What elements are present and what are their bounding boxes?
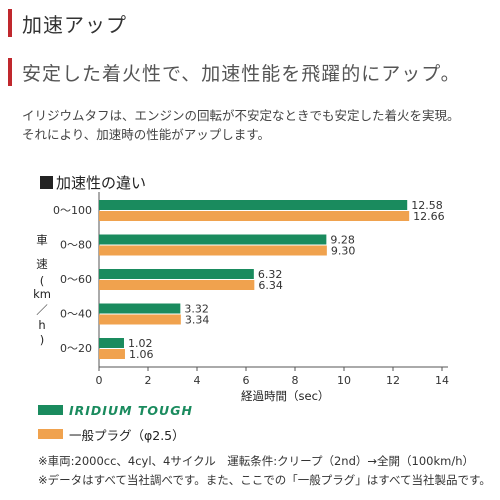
chart-title-text: 加速性の違い [56, 174, 147, 192]
bar-standard [99, 349, 125, 359]
legend-item-iridium: IRIDIUM TOUGH [38, 400, 193, 420]
category-label: 0〜80 [60, 239, 92, 252]
bar-iridium [99, 303, 181, 314]
data-label-iridium: 6.32 [258, 268, 283, 281]
description-line-2: それにより、加速時の性能がアップします。 [22, 127, 271, 142]
x-tick-label: 8 [292, 374, 299, 387]
y-axis-label-part: 車 [36, 233, 48, 247]
legend-label-iridium: IRIDIUM TOUGH [69, 402, 193, 418]
x-tick-label: 10 [337, 374, 351, 387]
category-label: 0〜100 [53, 204, 92, 217]
bar-standard [99, 245, 327, 256]
bar-standard [99, 211, 410, 221]
page-title: 加速アップ [22, 12, 127, 37]
data-label-iridium: 1.02 [128, 337, 152, 350]
category-label: 0〜60 [60, 273, 92, 286]
y-axis-label-part: ( [40, 274, 45, 288]
x-tick-label: 14 [435, 374, 449, 387]
data-label-standard: 12.66 [413, 210, 445, 223]
page-subtitle: 安定した着火性で、加速性能を飛躍的にアップ。 [22, 62, 461, 85]
footnotes: ※車両:2000cc、4cyl、4サイクル 運転条件:クリープ（2nd）→全開（… [38, 452, 491, 490]
category-label: 0〜40 [60, 308, 92, 321]
data-label-standard: 9.30 [331, 245, 356, 258]
data-label-iridium: 9.28 [330, 234, 355, 247]
x-axis-label: 経過時間（sec） [241, 389, 329, 403]
subheading-accent-bar [8, 58, 12, 86]
heading-accent-bar [8, 9, 12, 37]
x-tick-label: 4 [194, 374, 201, 387]
bar-iridium [99, 338, 124, 348]
y-axis-label-part: h [38, 318, 45, 332]
bar-iridium [99, 269, 254, 279]
chart-title-square [40, 176, 53, 189]
x-tick-label: 6 [243, 374, 250, 387]
legend-swatch-standard [38, 429, 63, 439]
y-axis-label-part: 速 [36, 257, 48, 271]
legend-label-standard: 一般プラグ（φ2.5） [69, 427, 185, 443]
data-label-standard: 1.06 [129, 348, 154, 361]
footnote-1: ※車両:2000cc、4cyl、4サイクル 運転条件:クリープ（2nd）→全開（… [38, 454, 475, 468]
chart-title: 加速性の違い [40, 172, 146, 193]
legend-item-standard: 一般プラグ（φ2.5） [38, 424, 193, 444]
data-label-standard: 3.34 [185, 314, 210, 327]
y-axis-label-part: km [33, 287, 51, 301]
description-line-1: イリジウムタフは、エンジンの回転が不安定なときでも安定した着火を実現。 [22, 108, 460, 123]
x-tick-label: 0 [96, 374, 103, 387]
category-label: 0〜20 [60, 342, 92, 355]
legend-swatch-iridium [38, 405, 63, 415]
y-axis-label-part: ／ [36, 303, 48, 317]
data-label-iridium: 12.58 [411, 199, 443, 212]
x-tick-label: 12 [386, 374, 400, 387]
data-label-iridium: 3.32 [184, 303, 209, 316]
y-axis-label-part: ) [40, 333, 45, 347]
bar-iridium [99, 200, 408, 210]
description: イリジウムタフは、エンジンの回転が不安定なときでも安定した着火を実現。 それによ… [22, 106, 460, 144]
page-heading: 加速アップ [8, 8, 127, 38]
data-label-standard: 6.34 [258, 279, 283, 292]
x-tick-label: 2 [145, 374, 152, 387]
page-subheading: 安定した着火性で、加速性能を飛躍的にアップ。 [8, 57, 461, 87]
footnote-2: ※データはすべて当社調べです。また、ここでの「一般プラグ」はすべて当社製品です。 [38, 473, 491, 487]
bar-standard [99, 314, 181, 325]
bar-standard [99, 280, 255, 290]
bar-iridium [99, 234, 327, 245]
chart-legend: IRIDIUM TOUGH 一般プラグ（φ2.5） [38, 400, 193, 448]
